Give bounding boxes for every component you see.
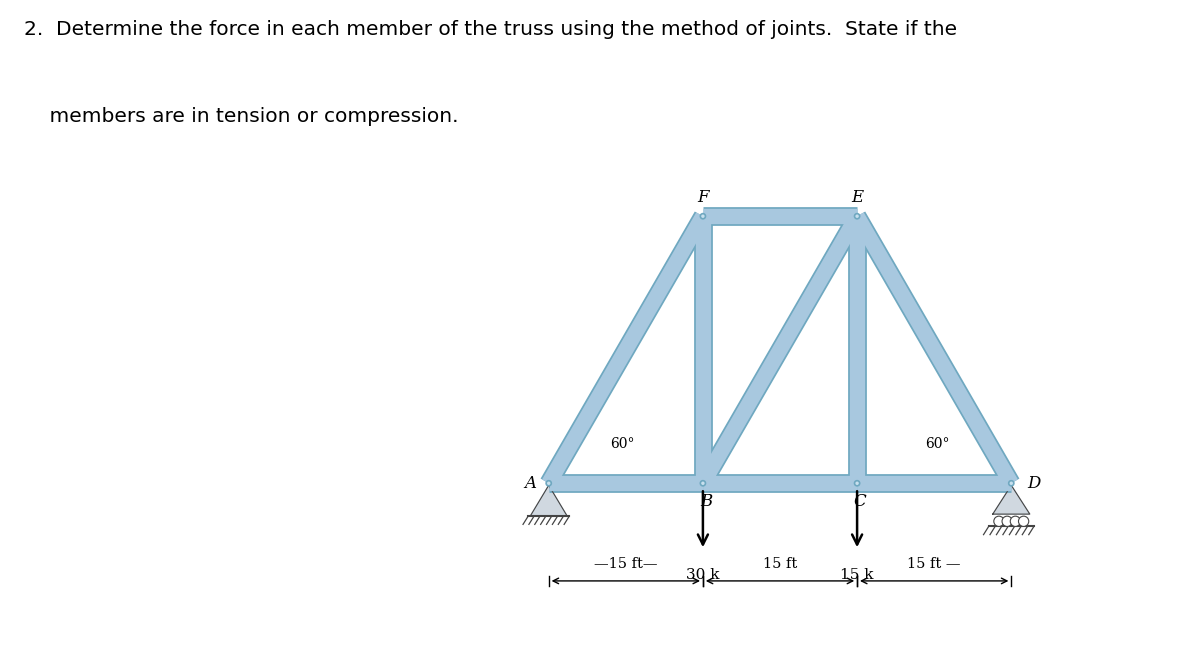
Text: members are in tension or compression.: members are in tension or compression. xyxy=(24,107,458,126)
Circle shape xyxy=(546,480,551,486)
Text: 15 ft: 15 ft xyxy=(763,557,797,570)
Text: 15 k: 15 k xyxy=(840,568,874,582)
Circle shape xyxy=(994,516,1004,527)
Text: F: F xyxy=(697,189,709,206)
Text: B: B xyxy=(700,493,712,510)
Circle shape xyxy=(1019,516,1028,527)
Circle shape xyxy=(701,213,706,219)
Text: C: C xyxy=(854,493,866,510)
Text: D: D xyxy=(1027,475,1040,492)
Circle shape xyxy=(1002,516,1013,527)
Circle shape xyxy=(1009,480,1014,486)
Circle shape xyxy=(854,213,859,219)
Text: E: E xyxy=(851,189,863,206)
Text: 30 k: 30 k xyxy=(686,568,720,582)
Polygon shape xyxy=(992,485,1030,514)
Circle shape xyxy=(854,480,859,486)
Text: 15 ft —: 15 ft — xyxy=(907,557,961,570)
Text: 60°: 60° xyxy=(925,437,949,451)
Circle shape xyxy=(701,480,706,486)
Text: —15 ft—: —15 ft— xyxy=(594,557,658,570)
Text: 60°: 60° xyxy=(611,437,635,451)
Circle shape xyxy=(1010,516,1020,527)
Text: 2.  Determine the force in each member of the truss using the method of joints. : 2. Determine the force in each member of… xyxy=(24,20,958,39)
Polygon shape xyxy=(530,485,568,516)
Text: A: A xyxy=(524,475,536,492)
